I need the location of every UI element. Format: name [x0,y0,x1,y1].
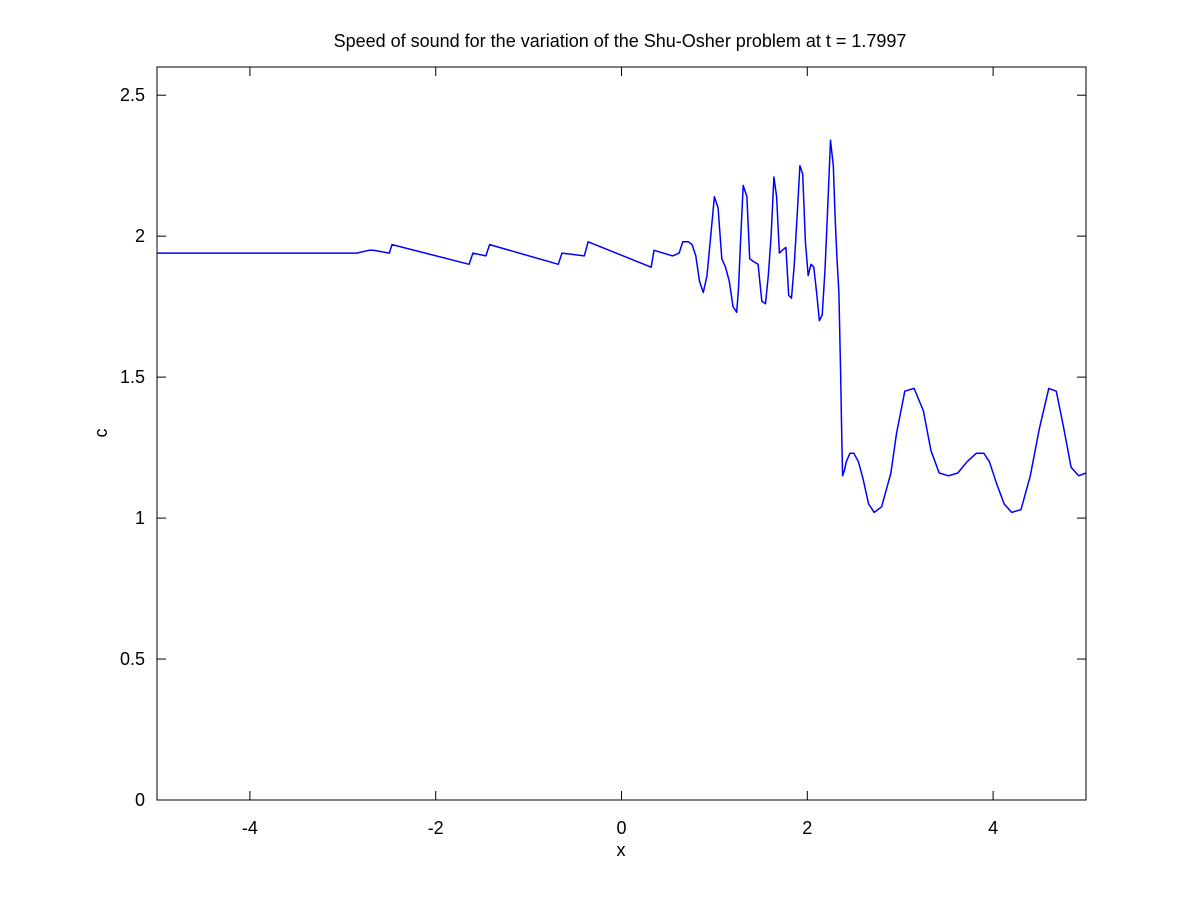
y-axis-ticks: 0 0.5 1 1.5 2 2.5 [120,85,1086,810]
x-tick-label: -2 [428,818,444,838]
y-tick-label: 0.5 [120,649,145,669]
y-tick-label: 1 [135,508,145,528]
x-tick-label: 4 [988,818,998,838]
x-axis-label: x [617,840,626,860]
plot-frame [156,66,1087,801]
y-tick-label: 2 [135,226,145,246]
series-line-c [157,139,1087,514]
x-axis-ticks: -4 -2 0 2 4 [242,67,998,838]
chart-title: Speed of sound for the variation of the … [334,31,907,51]
x-tick-label: 0 [616,818,626,838]
y-axis-label: c [91,429,111,438]
y-tick-label: 2.5 [120,85,145,105]
series-group [157,139,1087,514]
y-tick-label: 1.5 [120,367,145,387]
y-tick-label: 0 [135,790,145,810]
x-tick-label: -4 [242,818,258,838]
x-tick-label: 2 [802,818,812,838]
